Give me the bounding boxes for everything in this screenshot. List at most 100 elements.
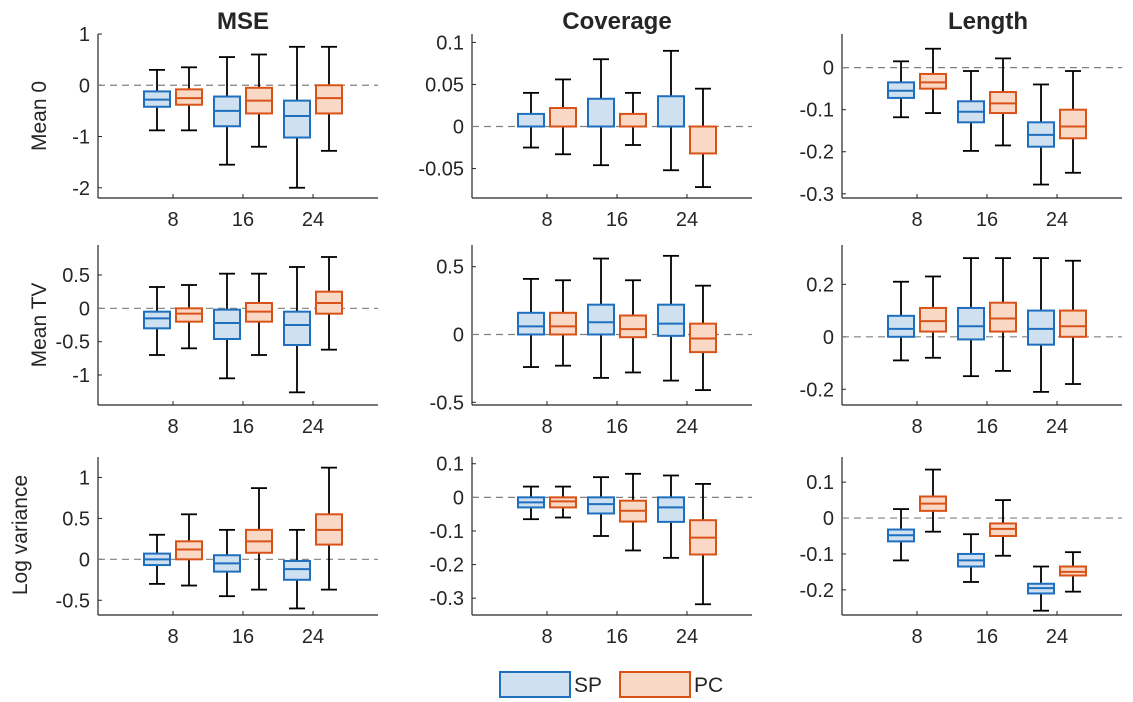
box-sp-8 [143, 286, 171, 356]
box-pc-16 [989, 257, 1017, 372]
x-tick-label: 24 [676, 416, 698, 438]
box-body [213, 308, 241, 340]
box-sp-8 [887, 60, 915, 119]
box-body [919, 72, 947, 90]
y-tick-label: -1 [72, 127, 90, 149]
box-sp-24 [1027, 83, 1055, 186]
box-pc-16 [989, 57, 1017, 147]
box-pc-24 [689, 284, 717, 391]
box-sp-24 [657, 49, 685, 172]
box-sp-24 [283, 45, 311, 189]
x-tick-label: 16 [606, 209, 628, 231]
y-tick-label: 0 [79, 549, 90, 571]
y-tick-label: -2 [72, 178, 90, 200]
x-tick-label: 24 [302, 209, 324, 231]
x-tick-label: 8 [541, 209, 552, 231]
box-sp-8 [143, 68, 171, 132]
x-tick-label: 8 [167, 416, 178, 438]
box-body [283, 99, 311, 139]
box-body [549, 496, 577, 509]
box-pc-8 [175, 284, 203, 350]
legend-label-sp: SP [574, 674, 602, 697]
y-tick-label: -1 [72, 365, 90, 387]
y-tick-label: 0.5 [62, 265, 90, 287]
x-tick-label: 24 [1046, 209, 1068, 231]
y-tick-label: -0.1 [800, 544, 834, 566]
panel-0-0: 1 0 -1 -2 8 16 24 [72, 24, 378, 231]
y-tick-label: 1 [79, 467, 90, 489]
y-tick-label: -0.3 [430, 588, 464, 610]
x-tick-label: 16 [606, 416, 628, 438]
box-sp-24 [283, 266, 311, 394]
panel-2-1: 0.1 0 -0.1 -0.2 -0.3 8 16 24 [430, 454, 752, 648]
box-pc-16 [619, 91, 647, 146]
panel-1-2: 0.2 0 -0.2 8 16 24 [800, 245, 1122, 438]
x-tick-label: 24 [1046, 626, 1068, 648]
y-tick-label: 0 [823, 327, 834, 349]
box-pc-24 [315, 256, 343, 351]
y-tick-label: 0.05 [425, 74, 464, 96]
y-tick-label: 0 [823, 508, 834, 530]
y-tick-label: -0.1 [430, 521, 464, 543]
x-tick-label: 24 [676, 626, 698, 648]
legend-swatch-sp [499, 671, 571, 698]
x-tick-label: 24 [1046, 416, 1068, 438]
box-sp-8 [887, 508, 915, 562]
x-tick-label: 8 [911, 209, 922, 231]
box-sp-16 [213, 272, 241, 380]
box-pc-8 [919, 468, 947, 533]
box-pc-16 [619, 472, 647, 552]
y-tick-label: -0.2 [430, 555, 464, 577]
row-label-log-variance: Log variance [9, 475, 32, 595]
y-tick-label: -0.2 [800, 142, 834, 164]
box-sp-24 [657, 254, 685, 382]
y-tick-label: 0 [453, 117, 464, 139]
box-pc-24 [1059, 70, 1087, 174]
x-tick-label: 8 [167, 626, 178, 648]
x-tick-label: 16 [232, 209, 254, 231]
box-pc-8 [919, 47, 947, 114]
box-sp-24 [283, 528, 311, 610]
column-titles: MSE Coverage Length [217, 8, 1028, 35]
y-tick-label: -0.3 [800, 184, 834, 206]
box-sp-24 [1027, 257, 1055, 393]
box-body [887, 314, 915, 338]
box-pc-8 [175, 513, 203, 587]
box-pc-16 [245, 487, 273, 591]
box-body [657, 496, 685, 523]
box-sp-16 [957, 533, 985, 583]
y-tick-label: 0.1 [436, 32, 464, 54]
box-pc-16 [245, 272, 273, 356]
row-label-mean-tv: Mean TV [28, 283, 51, 368]
column-title-mse: MSE [217, 8, 269, 35]
box-body [143, 310, 171, 330]
box-body [1059, 108, 1087, 140]
x-tick-label: 24 [302, 626, 324, 648]
column-title-coverage: Coverage [562, 8, 671, 35]
box-body [919, 306, 947, 333]
box-body [1059, 309, 1087, 338]
box-sp-8 [887, 280, 915, 362]
row-label-mean-0: Mean 0 [28, 81, 51, 151]
legend-swatch-pc [619, 671, 691, 698]
box-body [657, 303, 685, 337]
y-tick-label: 0.5 [436, 257, 464, 279]
y-tick-label: -0.5 [430, 392, 464, 414]
box-sp-16 [587, 58, 615, 167]
box-pc-16 [619, 279, 647, 374]
box-pc-16 [989, 499, 1017, 557]
box-sp-8 [517, 277, 545, 368]
x-tick-label: 16 [232, 416, 254, 438]
y-tick-label: -0.2 [800, 580, 834, 602]
box-pc-24 [315, 466, 343, 591]
y-tick-label: -0.5 [56, 332, 90, 354]
box-pc-24 [1059, 551, 1087, 593]
box-sp-16 [957, 257, 985, 378]
box-body [175, 307, 203, 323]
box-pc-16 [245, 53, 273, 148]
box-body [957, 306, 985, 341]
y-tick-label: 0 [79, 75, 90, 97]
y-tick-label: 0 [823, 58, 834, 80]
panel-1-1: 0.5 0 -0.5 8 16 24 [430, 245, 752, 438]
